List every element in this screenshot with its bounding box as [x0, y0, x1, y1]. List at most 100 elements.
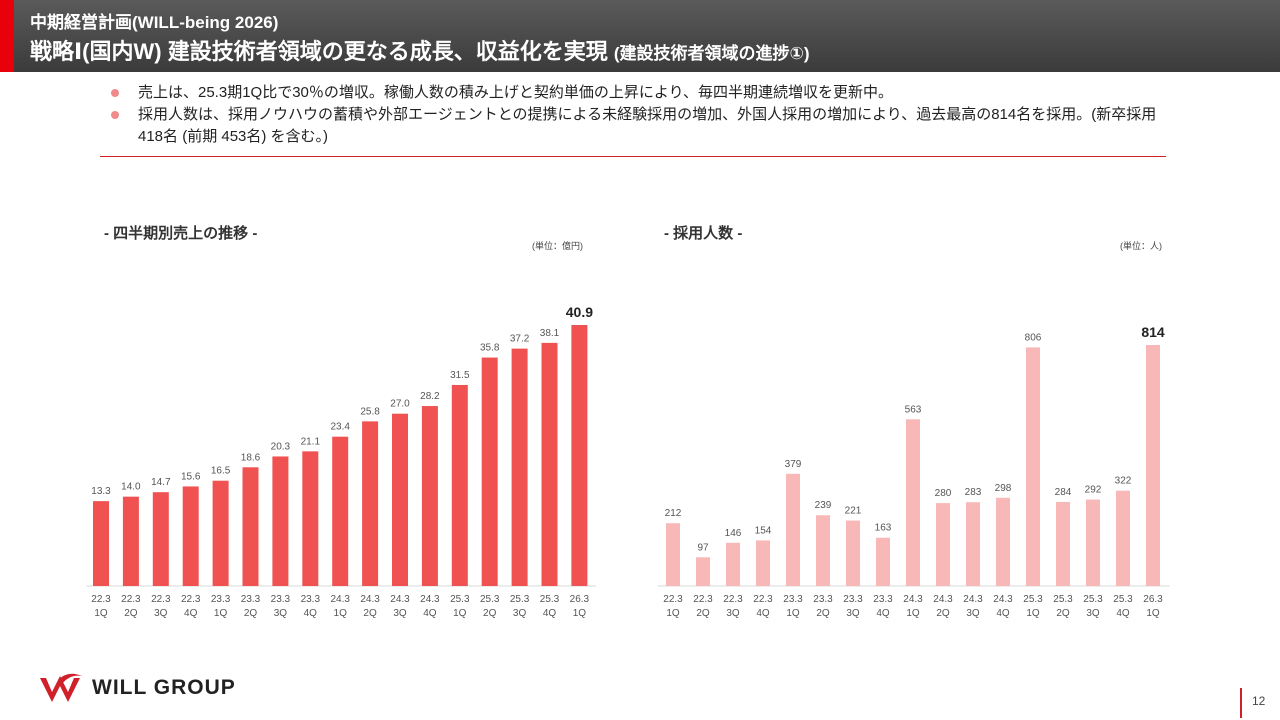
- bullet-dot-icon: [111, 89, 119, 97]
- hires-tick-label: 25.3: [1023, 594, 1043, 605]
- sales-tick-label: 23.3: [271, 594, 291, 605]
- hires-tick-label: 23.3: [843, 594, 863, 605]
- sales-data-label: 15.6: [181, 471, 201, 482]
- sales-data-label: 21.1: [301, 436, 321, 447]
- hires-data-label: 283: [965, 487, 982, 498]
- sales-tick-label: 2Q: [244, 608, 258, 619]
- hires-tick-label: 4Q: [876, 608, 890, 619]
- hires-tick-label: 4Q: [1116, 608, 1130, 619]
- hires-bar: [1116, 490, 1130, 586]
- hires-data-label: 298: [995, 483, 1012, 494]
- hires-tick-label: 2Q: [1056, 608, 1070, 619]
- sales-tick-label: 1Q: [94, 608, 108, 619]
- sales-data-label: 28.2: [420, 391, 440, 402]
- hires-tick-label: 23.3: [813, 594, 833, 605]
- sales-bar: [93, 501, 109, 586]
- hires-tick-label: 25.3: [1113, 594, 1133, 605]
- sales-data-label: 31.5: [450, 370, 470, 381]
- hires-data-label: 221: [845, 506, 862, 517]
- hires-data-label: 292: [1085, 485, 1102, 496]
- hires-bar: [1026, 347, 1040, 586]
- sales-tick-label: 2Q: [363, 608, 377, 619]
- sales-tick-label: 3Q: [274, 608, 288, 619]
- hires-tick-label: 3Q: [1086, 608, 1100, 619]
- sales-data-label: 16.5: [211, 466, 231, 477]
- hires-bar: [1056, 501, 1070, 586]
- hires-bar: [966, 502, 980, 586]
- sales-bar: [511, 348, 528, 586]
- sales-tick-label: 22.3: [151, 594, 171, 605]
- bullet-text: 売上は、25.3期1Q比で30％の増収。稼働人数の積み上げと契約単価の上昇により…: [138, 84, 893, 101]
- hires-data-label: 239: [815, 500, 832, 511]
- hires-chart-title: - 採用人数 -: [664, 225, 743, 242]
- sales-bar: [421, 406, 438, 586]
- bullet-dot-icon: [111, 111, 119, 119]
- hires-tick-label: 22.3: [723, 594, 743, 605]
- hires-data-label: 563: [905, 404, 922, 415]
- hires-tick-label: 23.3: [873, 594, 893, 605]
- hires-tick-label: 22.3: [693, 594, 713, 605]
- sales-data-label: 18.6: [241, 452, 261, 463]
- sales-tick-label: 4Q: [423, 608, 437, 619]
- hires-tick-label: 4Q: [756, 608, 770, 619]
- hires-tick-label: 3Q: [846, 608, 860, 619]
- sales-chart-unit: (単位：億円): [532, 241, 583, 251]
- sales-data-label: 23.4: [330, 422, 350, 433]
- summary-bullet-sales: 売上は、25.3期1Q比で30％の増収。稼働人数の積み上げと契約単価の上昇により…: [108, 82, 1168, 104]
- sales-tick-label: 24.3: [390, 594, 410, 605]
- hires-data-label: 322: [1115, 476, 1132, 487]
- sales-tick-label: 1Q: [214, 608, 228, 619]
- hires-tick-label: 26.3: [1143, 594, 1163, 605]
- sales-bar: [122, 496, 139, 586]
- hires-tick-label: 1Q: [906, 608, 920, 619]
- header-accent: [0, 0, 14, 72]
- sales-tick-label: 22.3: [91, 594, 111, 605]
- hires-bar: [786, 473, 800, 586]
- sales-bar: [182, 486, 199, 586]
- hires-bar: [1146, 345, 1160, 586]
- header-subtitle: 中期経営計画(WILL-being 2026): [30, 13, 279, 32]
- hires-bar: [696, 557, 710, 586]
- sales-data-label: 40.9: [566, 304, 593, 320]
- hires-tick-label: 24.3: [933, 594, 953, 605]
- sales-tick-label: 25.3: [510, 594, 530, 605]
- hires-tick-label: 1Q: [1146, 608, 1160, 619]
- sales-bar: [272, 456, 289, 586]
- hires-bar: [756, 540, 770, 586]
- hires-bar: [936, 503, 950, 586]
- hires-tick-label: 24.3: [993, 594, 1013, 605]
- sales-data-label: 25.8: [360, 406, 380, 417]
- sales-data-label: 37.2: [510, 334, 530, 345]
- hires-tick-label: 22.3: [663, 594, 683, 605]
- sales-tick-label: 4Q: [543, 608, 557, 619]
- summary-bullet-hiring: 採用人数は、採用ノウハウの蓄積や外部エージェントとの提携による未経験採用の増加、…: [108, 104, 1168, 148]
- hires-bar: [996, 497, 1010, 586]
- sales-tick-label: 23.3: [241, 594, 261, 605]
- hires-chart-unit: (単位：人): [1120, 241, 1162, 251]
- sales-bar: [242, 467, 259, 586]
- sales-data-label: 27.0: [390, 399, 410, 410]
- hires-tick-label: 24.3: [903, 594, 923, 605]
- sales-tick-label: 23.3: [301, 594, 321, 605]
- hires-data-label: 163: [875, 523, 892, 534]
- hires-tick-label: 1Q: [1026, 608, 1040, 619]
- hires-tick-label: 24.3: [963, 594, 983, 605]
- hires-tick-label: 23.3: [783, 594, 803, 605]
- bullet-text: 採用人数は、採用ノウハウの蓄積や外部エージェントとの提携による未経験採用の増加、…: [138, 106, 1157, 145]
- sales-tick-label: 3Q: [513, 608, 527, 619]
- will-group-logo-icon: [40, 673, 82, 702]
- sales-data-label: 14.0: [121, 482, 141, 493]
- hires-bar: [816, 515, 830, 586]
- sales-bar: [481, 357, 498, 586]
- hires-data-label: 806: [1025, 332, 1042, 343]
- sales-data-label: 14.7: [151, 477, 171, 488]
- hires-data-label: 814: [1141, 324, 1165, 340]
- hires-tick-label: 3Q: [966, 608, 980, 619]
- hires-bar: [1086, 499, 1100, 586]
- page-title-main: 戦略Ⅰ(国内W) 建設技術者領域の更なる成長、収益化を実現: [30, 39, 608, 64]
- sales-bar: [152, 492, 169, 586]
- hires-data-label: 280: [935, 488, 952, 499]
- sales-bar: [212, 480, 229, 586]
- hires-tick-label: 4Q: [996, 608, 1010, 619]
